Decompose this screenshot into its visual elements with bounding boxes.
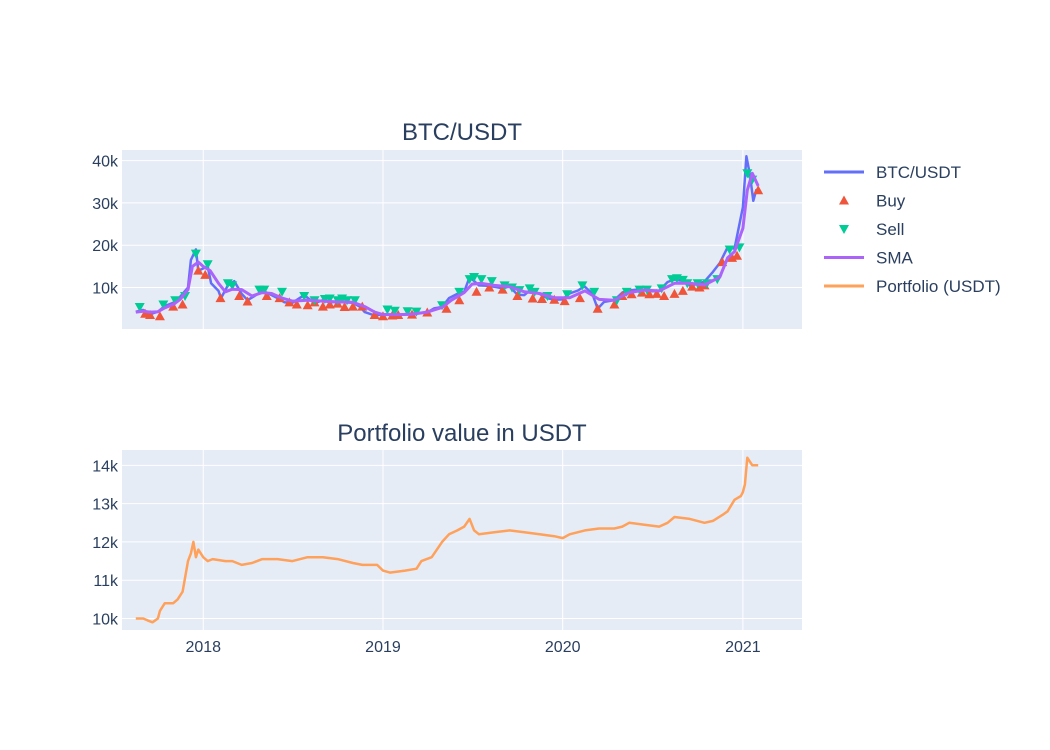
portfolio-panel: 10k 11k 12k 13k 14k Portfolio value in USDT 20… — [92, 420, 802, 656]
plot-area — [122, 450, 802, 630]
y-tick-label: 14k — [92, 458, 119, 475]
legend-label: Portfolio (USDT) — [876, 277, 1001, 296]
buy-marker — [512, 290, 523, 300]
buy-marker — [574, 293, 585, 303]
legend: BTC/USDT Buy Sell SMA Portfolio (USDT) — [824, 163, 1001, 296]
sell-marker — [202, 260, 213, 270]
sell-marker — [299, 291, 310, 301]
buy-marker — [669, 288, 680, 298]
buy-marker — [177, 299, 188, 309]
sell-marker — [476, 275, 487, 285]
buy-marker — [559, 296, 570, 306]
buy-marker — [215, 293, 226, 303]
y-tick-label: 20k — [92, 238, 119, 255]
buy-marker — [527, 293, 538, 303]
sell-marker — [259, 285, 270, 295]
y-tick-label: 13k — [92, 497, 119, 514]
buy-marker — [200, 269, 211, 279]
y-tick-label: 12k — [92, 535, 119, 552]
sell-marker — [402, 307, 413, 317]
sell-marker — [589, 287, 600, 297]
chart-title: BTC/USDT — [402, 119, 522, 146]
buy-marker — [471, 286, 482, 296]
buy-marker — [644, 289, 655, 299]
legend-marker-symbol — [839, 225, 849, 234]
buy-marker — [145, 310, 156, 320]
sell-marker — [349, 296, 360, 306]
legend-marker-symbol — [839, 195, 849, 205]
legend-label: Buy — [876, 192, 906, 211]
buy-marker — [339, 301, 350, 311]
series-line-portfolio-usdt- — [135, 456, 759, 624]
buy-marker — [261, 290, 272, 300]
buy-marker — [677, 285, 688, 295]
sell-marker — [454, 287, 465, 297]
sell-marker — [742, 169, 753, 179]
buy-marker — [302, 300, 313, 310]
x-tick-label: 2021 — [725, 639, 761, 656]
buy-marker — [549, 294, 560, 304]
buy-marker — [732, 250, 743, 260]
series-line-sma — [135, 171, 760, 317]
sell-marker — [170, 296, 181, 306]
buy-marker — [154, 311, 165, 321]
buy-marker — [484, 282, 495, 292]
buy-marker — [651, 288, 662, 298]
sell-marker — [577, 281, 588, 291]
sell-marker — [677, 275, 688, 285]
sell-marker — [277, 287, 288, 297]
buy-marker — [753, 185, 764, 195]
buy-marker — [324, 299, 335, 309]
sell-marker — [190, 249, 201, 259]
buy-marker — [592, 303, 603, 313]
buy-marker — [454, 295, 465, 305]
y-tick-label: 10k — [92, 612, 119, 629]
sell-marker — [486, 277, 497, 287]
y-tick-label: 11k — [93, 573, 119, 590]
legend-label: Sell — [876, 220, 904, 239]
buy-marker — [626, 289, 637, 299]
buy-marker — [659, 290, 670, 300]
sell-marker — [389, 306, 400, 316]
sell-marker — [134, 302, 145, 312]
buy-marker — [687, 281, 698, 291]
buy-marker — [347, 301, 358, 311]
sell-marker — [227, 281, 238, 291]
sell-marker — [324, 294, 335, 304]
buy-marker — [291, 299, 302, 309]
sell-marker — [158, 300, 169, 310]
sell-marker — [562, 290, 573, 300]
x-tick-label: 2019 — [365, 639, 401, 656]
x-tick-label: 2020 — [545, 639, 581, 656]
buy-marker — [242, 296, 253, 306]
buy-marker — [234, 290, 245, 300]
btc-price-panel: 10k 20k 30k 40k BTC/USDT — [92, 119, 802, 329]
buy-marker — [537, 293, 548, 303]
buy-marker — [369, 310, 380, 320]
buy-marker — [441, 303, 452, 313]
y-tick-label: 10k — [92, 281, 119, 298]
buy-marker — [497, 284, 508, 294]
sell-marker — [524, 284, 535, 294]
buy-marker — [609, 299, 620, 309]
chart-title: Portfolio value in USDT — [337, 420, 587, 447]
y-tick-label: 40k — [92, 154, 119, 171]
x-tick-label: 2018 — [185, 639, 221, 656]
legend-label: BTC/USDT — [876, 163, 961, 182]
y-tick-label: 30k — [92, 196, 119, 213]
buy-marker — [193, 265, 204, 275]
legend-label: SMA — [876, 249, 914, 268]
buy-marker — [284, 297, 295, 307]
sell-marker — [724, 245, 735, 255]
sell-marker — [382, 305, 393, 315]
